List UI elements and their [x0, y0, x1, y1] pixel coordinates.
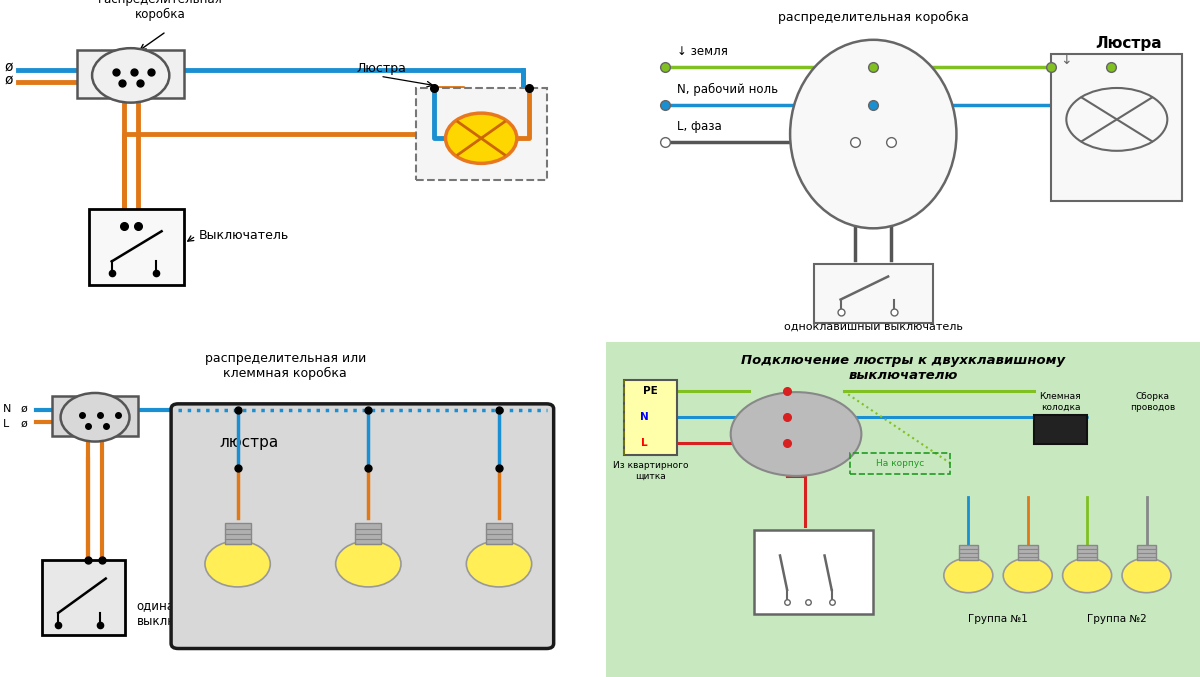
Ellipse shape	[790, 40, 956, 228]
Text: Группа №2: Группа №2	[1087, 614, 1147, 624]
FancyBboxPatch shape	[814, 264, 932, 322]
Circle shape	[467, 541, 532, 587]
Circle shape	[1122, 558, 1171, 592]
Text: люстра: люстра	[220, 435, 280, 450]
Circle shape	[445, 113, 517, 163]
Text: распределительная коробка: распределительная коробка	[778, 10, 968, 24]
Text: распределительная или
клеммная коробка: распределительная или клеммная коробка	[204, 352, 366, 380]
Text: одинарный
выключатель: одинарный выключатель	[137, 600, 221, 628]
Text: N, рабочий ноль: N, рабочий ноль	[677, 83, 779, 95]
FancyBboxPatch shape	[224, 523, 251, 544]
Text: Распределительная
коробка: Распределительная коробка	[98, 0, 223, 21]
Text: ↓ земля: ↓ земля	[677, 45, 728, 58]
Text: Из квартирного
щитка: Из квартирного щитка	[613, 461, 689, 481]
Circle shape	[205, 541, 270, 587]
Text: L, фаза: L, фаза	[677, 121, 722, 133]
Text: Люстра: Люстра	[356, 62, 407, 75]
FancyBboxPatch shape	[172, 404, 553, 649]
Circle shape	[944, 558, 992, 592]
Text: Группа №1: Группа №1	[968, 614, 1028, 624]
Text: На корпус: На корпус	[876, 459, 924, 468]
FancyBboxPatch shape	[606, 342, 1200, 677]
Circle shape	[1063, 558, 1111, 592]
Circle shape	[60, 393, 130, 441]
Ellipse shape	[731, 392, 862, 476]
Text: ø: ø	[20, 404, 28, 414]
Text: L: L	[2, 418, 10, 429]
FancyBboxPatch shape	[486, 523, 512, 544]
Text: N: N	[2, 404, 11, 414]
Circle shape	[336, 541, 401, 587]
Text: Подключение люстры к двухклавишному
выключателю: Подключение люстры к двухклавишному выкл…	[740, 353, 1066, 382]
FancyBboxPatch shape	[1051, 54, 1182, 201]
Text: PE: PE	[643, 387, 658, 396]
FancyBboxPatch shape	[1018, 544, 1038, 561]
Circle shape	[92, 48, 169, 103]
FancyBboxPatch shape	[42, 560, 125, 635]
Text: лампа: лампа	[1097, 180, 1136, 193]
FancyBboxPatch shape	[755, 530, 874, 614]
Text: L: L	[641, 438, 648, 448]
Text: одноклавишный выключатель: одноклавишный выключатель	[784, 322, 962, 332]
Text: Сборка
проводов: Сборка проводов	[1130, 393, 1175, 412]
Ellipse shape	[1067, 88, 1168, 151]
Text: ø: ø	[5, 59, 13, 73]
Text: N: N	[640, 412, 649, 422]
FancyBboxPatch shape	[355, 523, 382, 544]
Circle shape	[1003, 558, 1052, 592]
FancyBboxPatch shape	[1136, 544, 1157, 561]
FancyBboxPatch shape	[89, 209, 184, 285]
FancyBboxPatch shape	[624, 380, 677, 455]
Text: ø: ø	[20, 418, 28, 429]
FancyBboxPatch shape	[1033, 415, 1087, 445]
Text: ↓: ↓	[1061, 53, 1072, 66]
Text: Люстра: Люстра	[1096, 36, 1162, 51]
FancyBboxPatch shape	[1078, 544, 1097, 561]
FancyBboxPatch shape	[416, 88, 546, 180]
FancyBboxPatch shape	[959, 544, 978, 561]
FancyBboxPatch shape	[53, 396, 138, 436]
Text: Выключатель: Выключатель	[199, 230, 289, 242]
Text: Клемная
колодка: Клемная колодка	[1039, 393, 1081, 412]
FancyBboxPatch shape	[77, 50, 184, 98]
Text: ø: ø	[5, 72, 13, 87]
